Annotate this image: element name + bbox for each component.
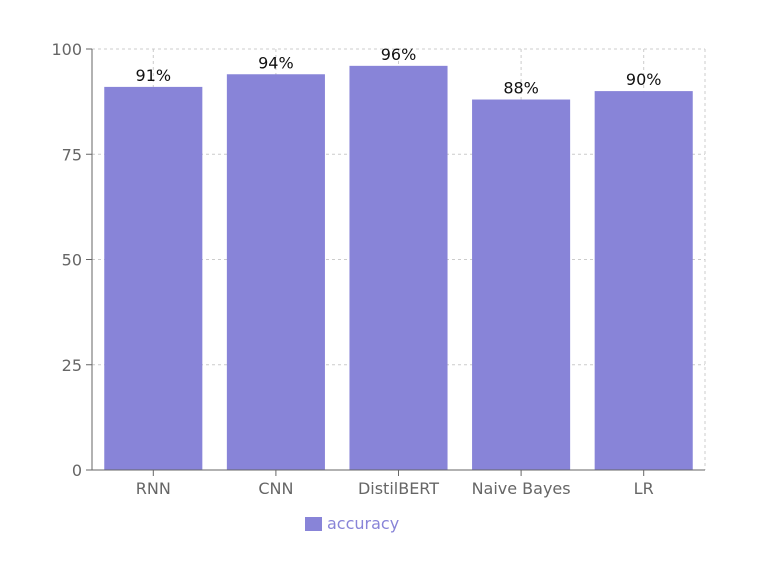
data-label: 96% [381,45,417,64]
y-tick-label: 100 [51,40,82,59]
data-label: 90% [626,70,662,89]
data-label: 91% [136,66,172,85]
x-tick-label: Naive Bayes [472,479,571,498]
legend: accuracy [305,514,399,533]
axes: 0 25 50 75 100 RNN CNN DistilBERT Naive Bayes LR [51,40,705,498]
bar-distilbert [349,65,448,470]
bars [104,65,693,471]
bar-naive-bayes [472,99,571,471]
y-tick-label: 50 [62,251,82,270]
x-tick-label: DistilBERT [358,479,439,498]
bar-lr [594,91,693,470]
y-tick-label: 75 [62,145,82,164]
legend-label: accuracy [327,514,400,533]
data-label: 88% [503,79,539,98]
x-tick-label: RNN [136,479,171,498]
x-tick-label: CNN [258,479,293,498]
bar-cnn [226,74,325,470]
data-labels: 91% 94% 96% 88% 90% [136,45,662,98]
x-tick-label: LR [634,479,654,498]
legend-swatch [305,516,322,531]
y-tick-label: 25 [62,356,82,375]
data-label: 94% [258,53,294,72]
bar-rnn [104,86,203,470]
y-tick-label: 0 [72,461,82,480]
